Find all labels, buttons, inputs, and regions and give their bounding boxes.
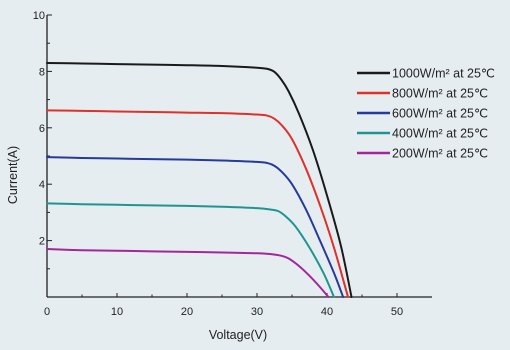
y-tick-label: 8 [39, 66, 45, 78]
legend-label: 600W/m² at 25℃ [392, 107, 488, 121]
series-line [46, 202, 335, 298]
x-tick-label: 10 [111, 306, 123, 318]
legend-label: 800W/m² at 25℃ [392, 87, 488, 101]
x-axis-title: Voltage(V) [209, 328, 267, 342]
x-tick-label: 30 [251, 306, 263, 318]
y-tick-label: 10 [33, 10, 45, 22]
legend-label: 200W/m² at 25℃ [392, 147, 488, 161]
x-tick-label: 50 [391, 306, 403, 318]
axes-layer [46, 15, 432, 298]
legend-label: 400W/m² at 25℃ [392, 127, 488, 141]
series-line [46, 61, 353, 298]
series-line [46, 109, 349, 298]
ticks-layer: 0 10 20 30 40 50 2 4 6 8 10 [33, 10, 403, 318]
x-tick-label: 40 [321, 306, 333, 318]
x-tick-label: 20 [181, 306, 193, 318]
x-tick-label: 0 [44, 306, 50, 318]
y-tick-label: 4 [39, 179, 45, 191]
y-tick-label: 6 [39, 123, 45, 135]
y-tick-label: 2 [39, 236, 45, 248]
legend: 1000W/m² at 25℃ 800W/m² at 25℃ 600W/m² at … [357, 67, 495, 161]
series-line [46, 156, 345, 298]
series-layer [46, 61, 353, 298]
series-line [46, 248, 330, 298]
y-axis-title: Current(A) [6, 146, 20, 204]
legend-label: 1000W/m² at 25℃ [392, 67, 495, 81]
